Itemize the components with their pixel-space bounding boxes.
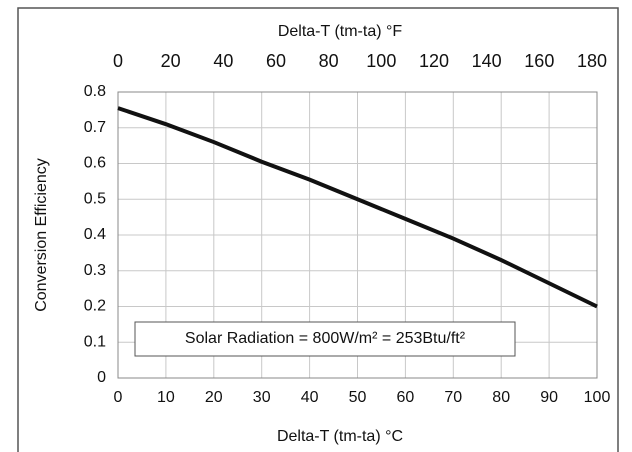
x2-tick-label: 180 xyxy=(577,51,607,71)
frame xyxy=(17,7,619,452)
y-tick-label: 0.5 xyxy=(84,190,106,207)
annotation-box xyxy=(134,321,516,357)
x2-tick-label: 60 xyxy=(266,51,286,71)
y-tick-label: 0.3 xyxy=(84,262,106,279)
x2-tick-label: 80 xyxy=(319,51,339,71)
y-tick-label: 0 xyxy=(97,369,106,386)
x-tick-label: 20 xyxy=(205,389,223,406)
x-tick-label: 100 xyxy=(584,389,611,406)
y-tick-label: 0.2 xyxy=(84,298,106,315)
x-tick-label: 40 xyxy=(301,389,319,406)
x-tick-label: 0 xyxy=(114,389,123,406)
x2-tick-label: 20 xyxy=(161,51,181,71)
x-tick-label: 30 xyxy=(253,389,271,406)
x-tick-label: 70 xyxy=(444,389,462,406)
x2-tick-label: 0 xyxy=(113,51,123,71)
x2-axis-label: Delta-T (tm-ta) °F xyxy=(278,23,403,40)
x-tick-label: 60 xyxy=(397,389,415,406)
x2-tick-label: 120 xyxy=(419,51,449,71)
y-tick-label: 0.7 xyxy=(84,119,106,136)
x-tick-label: 50 xyxy=(349,389,367,406)
y-tick-label: 0.1 xyxy=(84,333,106,350)
x-tick-label: 10 xyxy=(157,389,175,406)
annotation: Solar Radiation = 800W/m² = 253Btu/ft² xyxy=(185,330,466,347)
y-axis-label: Conversion Efficiency xyxy=(33,158,50,312)
x-axis-label: Delta-T (tm-ta) °C xyxy=(277,428,403,445)
y-tick-label: 0.6 xyxy=(84,155,106,172)
x2-tick-label: 40 xyxy=(213,51,233,71)
data-line xyxy=(117,106,598,309)
x2-tick-label: 100 xyxy=(366,51,396,71)
plot-border xyxy=(117,91,598,379)
x2-tick-label: 160 xyxy=(524,51,554,71)
y-tick-label: 0.4 xyxy=(84,226,106,243)
x-tick-label: 90 xyxy=(540,389,558,406)
x2-tick-label: 140 xyxy=(472,51,502,71)
x-tick-label: 80 xyxy=(492,389,510,406)
y-tick-label: 0.8 xyxy=(84,83,106,100)
